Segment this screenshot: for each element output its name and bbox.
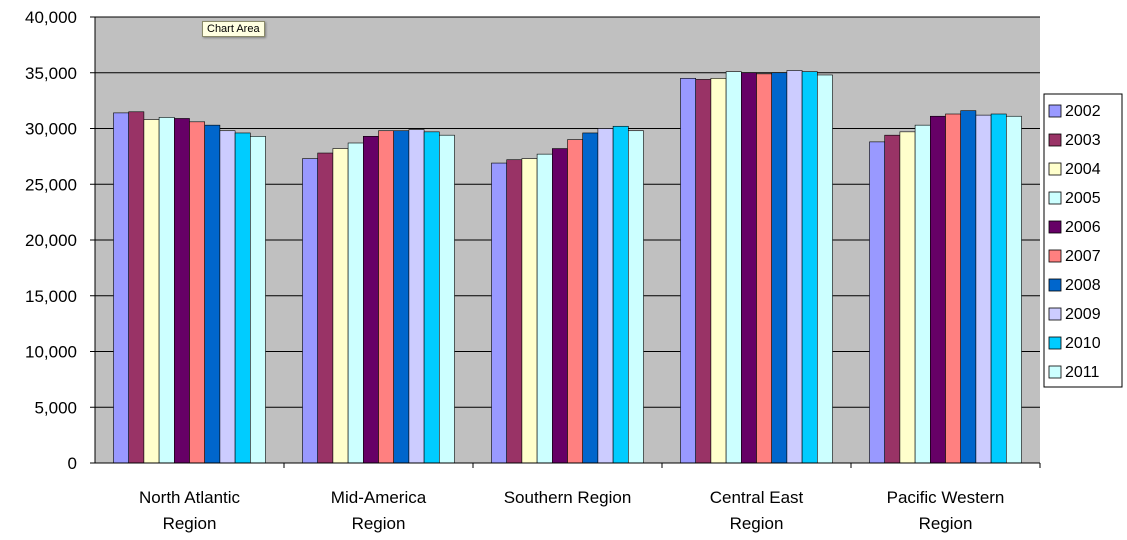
bar-2011 <box>250 136 266 464</box>
bar-2007 <box>378 130 394 464</box>
bar-2005 <box>914 124 931 464</box>
bar-2002 <box>302 158 318 464</box>
legend-label: 2008 <box>1065 277 1101 294</box>
x-category-label: Southern Region <box>504 488 632 507</box>
legend-swatch <box>1048 278 1062 292</box>
bar-2004 <box>899 131 916 464</box>
bar-2005 <box>725 71 742 464</box>
x-category-label: Region <box>352 514 406 533</box>
legend-label: 2009 <box>1065 306 1101 323</box>
bar-2007 <box>567 139 583 464</box>
y-tick-label: 20,000 <box>25 231 77 250</box>
y-tick-labels: 0 5,000 10,000 15,000 20,000 25,000 30,000 35,0… <box>25 8 95 473</box>
bar-2011 <box>1005 115 1022 464</box>
bar-2006 <box>174 118 190 464</box>
legend-label: 2011 <box>1065 364 1100 381</box>
x-category-label: Mid-America <box>331 488 427 507</box>
x-category-label: Region <box>163 514 217 533</box>
y-tick-label: 5,000 <box>34 398 77 417</box>
bar-2008 <box>204 124 221 464</box>
y-tick-label: 30,000 <box>25 120 77 139</box>
bar-2008 <box>393 130 410 464</box>
bar-2009 <box>219 130 236 464</box>
bar-2011 <box>816 74 833 464</box>
x-category-labels: North Atlantic Region Mid-America Region Sou… <box>139 488 1004 533</box>
legend-label: 2003 <box>1065 132 1101 149</box>
legend-swatch <box>1048 249 1062 263</box>
bar-2002 <box>113 112 129 464</box>
bar-2005 <box>536 153 553 464</box>
y-tick-label: 15,000 <box>25 287 77 306</box>
y-tick-label: 10,000 <box>25 343 77 362</box>
bar-2009 <box>597 128 614 464</box>
legend-swatch <box>1048 307 1062 321</box>
legend-swatch <box>1048 133 1062 147</box>
bar-2006 <box>740 72 757 464</box>
x-category-label: Region <box>730 514 784 533</box>
legend-label: 2004 <box>1065 161 1101 178</box>
bar-2009 <box>786 70 803 464</box>
bar-2009 <box>975 114 992 464</box>
bar-2010 <box>234 132 251 464</box>
x-category-label: Pacific Western <box>887 488 1005 507</box>
legend-label: 2010 <box>1065 335 1101 352</box>
legend-swatch <box>1048 365 1062 379</box>
bar-2008 <box>582 132 599 464</box>
legend-swatch <box>1048 162 1062 176</box>
legend-label: 2002 <box>1065 103 1101 120</box>
bar-2007 <box>189 121 205 464</box>
bar-2006 <box>929 115 946 464</box>
legend: 2002 2003 2004 2005 2006 2007 2008 2009 2010 2011 <box>1043 93 1123 388</box>
x-category-label: Central East <box>710 488 804 507</box>
bar-2009 <box>408 129 425 464</box>
bar-2008 <box>960 110 977 464</box>
legend-swatch <box>1048 220 1062 234</box>
bar-2003 <box>884 134 901 464</box>
bar-2007 <box>945 113 961 464</box>
bar-2005 <box>347 142 364 464</box>
bar-2011 <box>438 134 455 464</box>
legend-label: 2005 <box>1065 190 1101 207</box>
bars <box>113 70 1022 464</box>
bar-2002 <box>869 141 885 464</box>
legend-label: 2007 <box>1065 248 1101 265</box>
bar-2003 <box>128 111 145 464</box>
bar-2004 <box>521 158 538 464</box>
legend-swatch <box>1048 104 1062 118</box>
bar-2003 <box>506 159 523 464</box>
bar-2010 <box>990 113 1007 464</box>
bar-2010 <box>423 131 440 464</box>
bar-2003 <box>695 79 712 464</box>
x-category-label: North Atlantic <box>139 488 241 507</box>
bar-2011 <box>627 130 644 464</box>
bar-2010 <box>801 71 818 464</box>
bar-2006 <box>362 136 379 464</box>
bar-2004 <box>710 78 727 464</box>
y-tick-label: 0 <box>68 454 77 473</box>
legend-swatch <box>1048 336 1062 350</box>
y-tick-label: 35,000 <box>25 64 77 83</box>
y-tick-label: 40,000 <box>25 8 77 27</box>
bar-2005 <box>158 117 175 464</box>
bar-2003 <box>317 152 334 464</box>
chart-area-tooltip: Chart Area <box>202 21 265 37</box>
bar-2002 <box>491 162 507 464</box>
bar-2004 <box>332 148 349 464</box>
y-tick-label: 25,000 <box>25 175 77 194</box>
legend-label: 2006 <box>1065 219 1101 236</box>
bar-2002 <box>680 78 696 464</box>
x-category-label: Region <box>919 514 973 533</box>
bar-2004 <box>143 119 160 464</box>
bar-2010 <box>612 125 629 464</box>
bar-2007 <box>756 73 772 464</box>
legend-swatch <box>1048 191 1062 205</box>
bar-2006 <box>551 148 568 464</box>
bar-2008 <box>771 72 788 464</box>
